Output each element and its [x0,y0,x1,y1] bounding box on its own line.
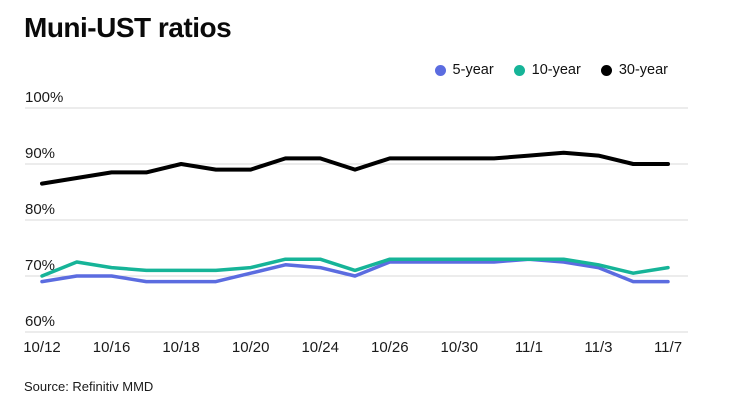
legend-dot-10-year-icon [513,64,525,76]
chart-title: Muni-UST ratios [24,12,232,43]
x-axis-label: 11/1 [515,339,543,356]
legend-label-30-year: 30-year [618,62,668,78]
legend-label-10-year: 10-year [531,62,581,78]
series-line-10-year [40,257,670,278]
x-axis-label: 11/7 [654,339,682,356]
legend-item-30-year: 30-year [600,62,668,78]
y-axis-label: 60% [25,313,55,330]
x-axis-label: 10/16 [93,339,131,356]
x-axis-label: 10/30 [441,339,479,356]
series-line-30-year [40,150,670,186]
legend-item-10-year: 10-year [513,62,581,78]
x-axis-label: 10/20 [232,339,270,356]
x-axis-label: 10/12 [23,339,61,356]
y-axis-label: 80% [25,201,55,218]
legend: 5-year 10-year 30-year [434,62,668,78]
y-axis-label: 70% [25,257,55,274]
source-note: Source: Refinitiv MMD [24,379,154,394]
y-axis-label: 90% [25,145,55,162]
x-axis-label: 10/18 [162,339,200,356]
series-line-5-year [40,257,670,284]
x-axis-label: 10/26 [371,339,409,356]
y-axis-label: 100% [25,89,63,106]
x-axis-label: 10/24 [301,339,339,356]
legend-dot-5-year-icon [434,64,446,76]
legend-item-5-year: 5-year [434,62,494,78]
legend-label-5-year: 5-year [452,62,494,78]
legend-dot-30-year-icon [600,64,612,76]
x-axis-label: 11/3 [584,339,612,356]
